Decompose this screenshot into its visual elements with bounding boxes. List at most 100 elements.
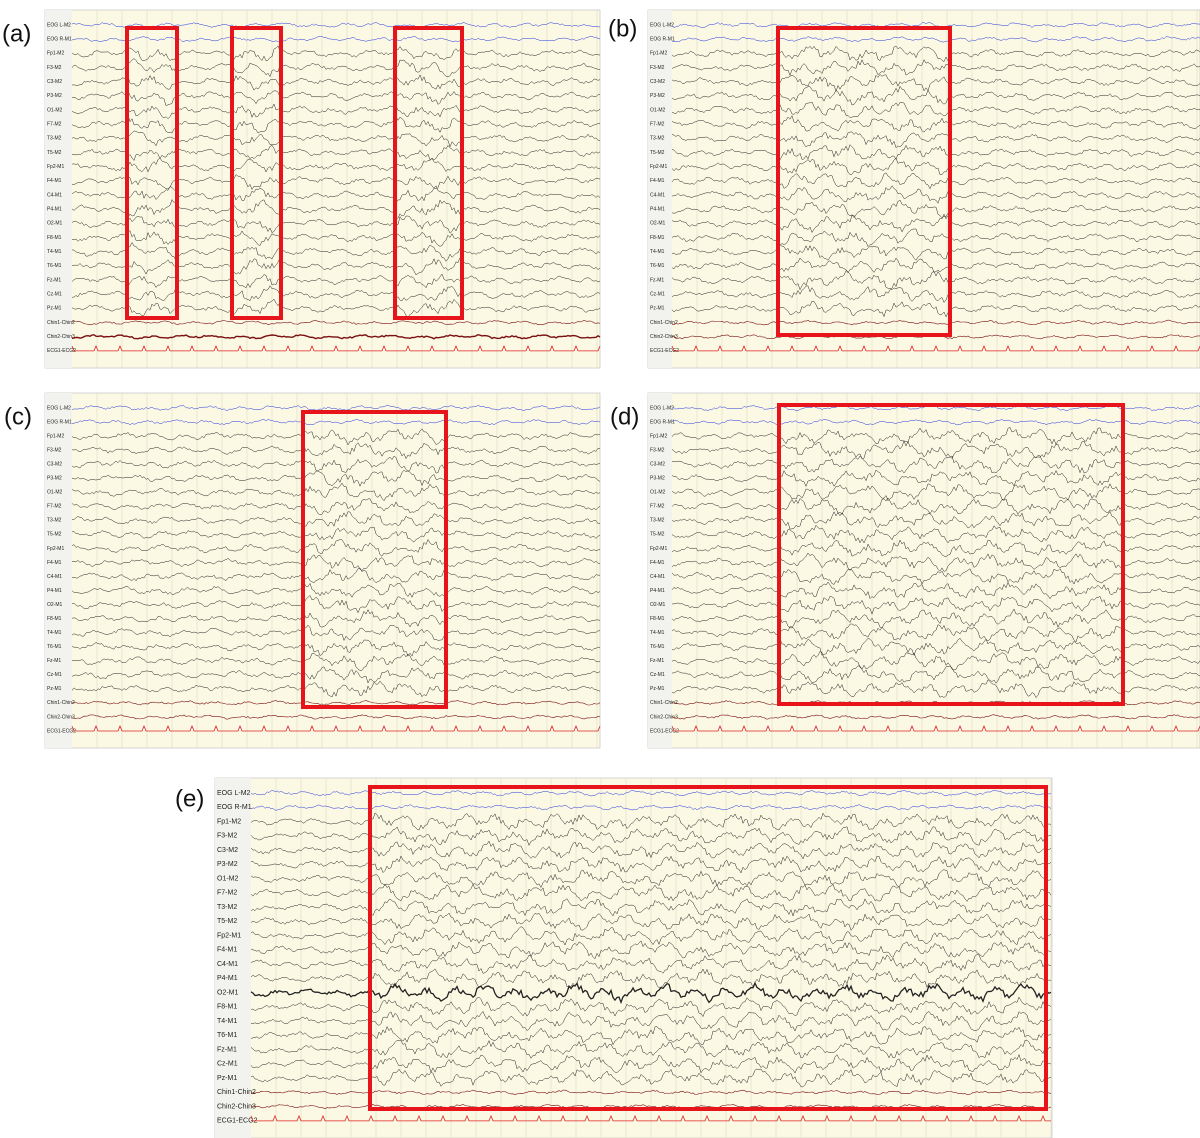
channel-label: T4-M1: [650, 630, 665, 636]
eeg-trace: [671, 85, 1200, 106]
channel-label: Fz-M1: [650, 658, 664, 664]
channel-label: C4-M1: [650, 574, 665, 580]
channel-label: F7-M2: [217, 890, 237, 897]
channel-label: T4-M1: [47, 249, 62, 255]
eeg-trace: [671, 344, 1200, 352]
highlight-box: [776, 26, 952, 337]
channel-label: Fp2-M1: [47, 164, 64, 170]
channel-label: ECG1-ECG2: [47, 728, 76, 734]
eeg-trace: [671, 319, 1200, 326]
channel-label: Fp1-M2: [650, 51, 667, 57]
channel-label: P4-M1: [650, 207, 665, 213]
eeg-trace: [71, 608, 601, 628]
channel-label: Fp2-M1: [47, 546, 64, 552]
eeg-trace: [671, 285, 1200, 303]
channel-label: C3-M2: [47, 462, 62, 468]
eeg-trace: [71, 595, 601, 614]
channel-label: O1-M2: [47, 490, 63, 496]
eeg-trace: [71, 215, 601, 234]
channel-label: Chin2-Chin3: [650, 334, 678, 340]
channel-label: Fp1-M2: [217, 818, 241, 825]
channel-label: Pz-M1: [217, 1075, 237, 1082]
eeg-trace: [71, 639, 601, 657]
channel-label: P3-M2: [47, 476, 62, 482]
channel-label: Pz-M1: [47, 686, 62, 692]
channel-label: EOG L-M2: [650, 22, 674, 28]
channel-label: EOG R-M1: [650, 419, 675, 425]
eeg-trace: [671, 419, 1200, 426]
channel-label: Pz-M1: [650, 306, 665, 312]
eeg-trace: [250, 1114, 1051, 1122]
channel-label: F3-M2: [47, 65, 62, 71]
eeg-trace: [71, 74, 601, 91]
channel-label: O2-M1: [217, 989, 239, 996]
panel-label: (b): [608, 15, 637, 42]
channel-label: Cz-M1: [47, 292, 62, 298]
eeg-trace: [71, 241, 601, 262]
channel-label: Fz-M1: [217, 1046, 237, 1053]
eeg-panel: EOG L-M2 EOG R-M1 Fp1-M2 F3-M2 C3-M2 P3-M2 O1-…: [610, 392, 1200, 749]
channel-label: O2-M1: [650, 221, 666, 227]
channel-label: Chin1-Chin2: [650, 700, 678, 706]
channel-label: Chin1-Chin2: [217, 1089, 256, 1096]
panel-background: [647, 392, 1200, 749]
eeg-trace: [671, 213, 1200, 234]
eeg-trace: [671, 157, 1200, 175]
channel-label: T4-M1: [650, 249, 665, 255]
eeg-trace: [71, 725, 601, 732]
eeg-trace: [671, 524, 1200, 544]
channel-label: P3-M2: [47, 93, 62, 99]
channel-label: T3-M2: [650, 136, 665, 142]
eeg-trace: [71, 469, 601, 487]
channel-label: T5-M2: [47, 532, 62, 538]
channel-label: Cz-M1: [47, 672, 62, 678]
eeg-trace: [71, 419, 601, 426]
channel-label: Chin1-Chin2: [650, 320, 678, 326]
channel-label: Fp2-M1: [650, 164, 667, 170]
channel-label: P4-M1: [650, 588, 665, 594]
eeg-trace: [71, 273, 601, 289]
eeg-trace: [71, 45, 601, 62]
eeg-trace: [671, 144, 1200, 161]
eeg-trace: [71, 285, 601, 302]
highlight-box: [777, 403, 1125, 706]
eeg-trace: [250, 826, 1052, 847]
channel-label: P3-M2: [650, 93, 665, 99]
eeg-trace: [671, 455, 1200, 474]
highlight-box: [125, 26, 179, 320]
eeg-trace: [250, 812, 1052, 831]
channel-label: F4-M1: [47, 178, 62, 184]
eeg-panel: EOG L-M2 EOG R-M1 Fp1-M2 F3-M2 C3-M2 P3-M2 O1-…: [2, 9, 601, 369]
eeg-trace: [71, 442, 601, 460]
channel-label: F4-M1: [650, 178, 665, 184]
eeg-trace: [250, 926, 1052, 946]
eeg-trace: [71, 554, 601, 571]
channel-label: T5-M2: [650, 150, 665, 156]
channel-label: Pz-M1: [650, 686, 665, 692]
channel-label: O1-M2: [650, 490, 666, 496]
channel-label: C3-M2: [650, 462, 665, 468]
eeg-trace: [671, 199, 1200, 219]
channel-label: F8-M1: [47, 235, 62, 241]
channel-label: Fz-M1: [47, 277, 61, 283]
channel-label: ECG1-ECG2: [47, 348, 76, 354]
panel-background: [647, 9, 1200, 369]
eeg-trace: [250, 804, 1052, 811]
eeg-trace: [671, 131, 1200, 149]
panel-label: (e): [175, 785, 204, 812]
channel-label: P3-M2: [650, 476, 665, 482]
channel-label: Chin1-Chin2: [47, 320, 75, 326]
eeg-trace: [671, 74, 1200, 93]
eeg-trace: [71, 652, 601, 671]
channel-label: O2-M1: [650, 602, 666, 608]
channel-label: Cz-M1: [217, 1061, 238, 1068]
channel-label: EOG L-M2: [47, 22, 71, 28]
eeg-trace: [71, 498, 601, 516]
channel-label: P4-M1: [47, 207, 62, 213]
eeg-trace: [250, 968, 1052, 989]
eeg-trace: [251, 1010, 1052, 1032]
eeg-trace: [671, 679, 1200, 699]
eeg-trace: [71, 199, 601, 220]
eeg-trace: [71, 58, 601, 78]
eeg-trace: [671, 714, 1200, 720]
